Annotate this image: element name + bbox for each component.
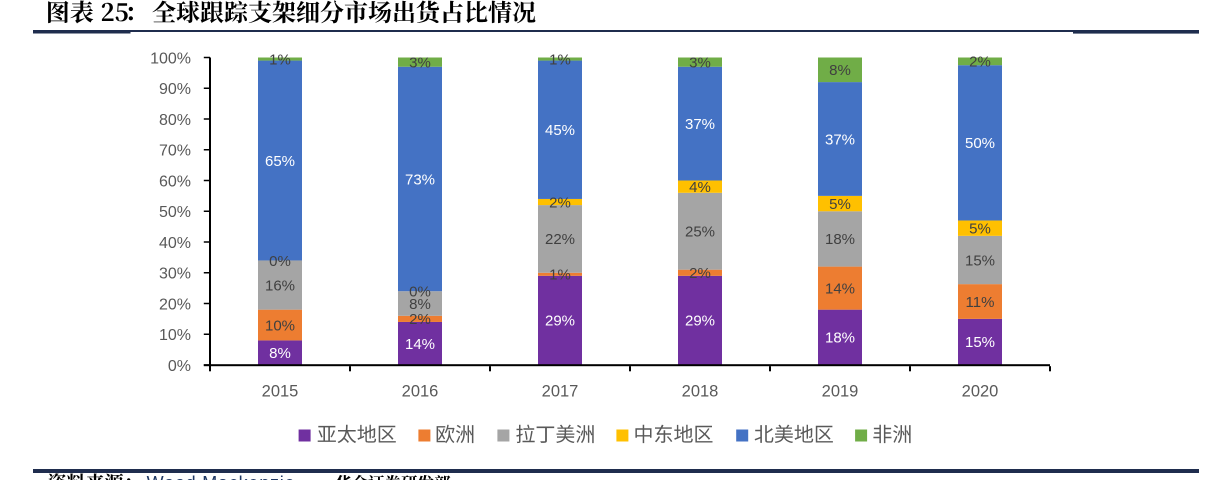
svg-text:2019: 2019 bbox=[822, 383, 859, 401]
svg-text:29%: 29% bbox=[545, 313, 575, 330]
svg-text:1%: 1% bbox=[549, 51, 571, 68]
svg-text:20%: 20% bbox=[159, 296, 191, 313]
svg-text:2018: 2018 bbox=[682, 383, 719, 401]
svg-text:22%: 22% bbox=[545, 231, 575, 248]
svg-text:1%: 1% bbox=[549, 267, 571, 284]
svg-text:45%: 45% bbox=[545, 122, 575, 139]
svg-text:14%: 14% bbox=[825, 280, 855, 297]
svg-text:37%: 37% bbox=[825, 131, 855, 148]
svg-text:2015: 2015 bbox=[262, 383, 299, 401]
svg-text:10%: 10% bbox=[265, 317, 295, 334]
svg-text:2017: 2017 bbox=[542, 383, 579, 401]
svg-text:3%: 3% bbox=[689, 54, 711, 71]
svg-text:30%: 30% bbox=[159, 266, 191, 283]
svg-text:5%: 5% bbox=[969, 221, 991, 238]
svg-text:5%: 5% bbox=[829, 196, 851, 213]
svg-text:2%: 2% bbox=[409, 311, 431, 328]
svg-text:10%: 10% bbox=[159, 327, 191, 344]
svg-text:65%: 65% bbox=[265, 153, 295, 170]
svg-text:2020: 2020 bbox=[962, 383, 999, 401]
svg-text:37%: 37% bbox=[685, 116, 715, 133]
svg-text:70%: 70% bbox=[159, 143, 191, 160]
svg-text:0%: 0% bbox=[168, 358, 191, 375]
svg-text:90%: 90% bbox=[159, 81, 191, 98]
svg-text:14%: 14% bbox=[405, 336, 435, 353]
svg-text:40%: 40% bbox=[159, 235, 191, 252]
svg-text:50%: 50% bbox=[965, 135, 995, 152]
svg-text:3%: 3% bbox=[409, 54, 431, 71]
svg-text:0%: 0% bbox=[409, 284, 431, 301]
svg-text:11%: 11% bbox=[966, 294, 995, 311]
svg-text:80%: 80% bbox=[159, 112, 191, 129]
svg-text:100%: 100% bbox=[150, 50, 191, 67]
svg-text:8%: 8% bbox=[409, 296, 431, 313]
svg-text:2%: 2% bbox=[689, 265, 711, 282]
svg-text:8%: 8% bbox=[269, 345, 291, 362]
svg-text:4%: 4% bbox=[689, 179, 711, 196]
svg-text:2016: 2016 bbox=[402, 383, 439, 401]
svg-text:15%: 15% bbox=[965, 334, 995, 351]
svg-text:18%: 18% bbox=[825, 330, 855, 347]
svg-text:2%: 2% bbox=[969, 54, 991, 71]
svg-text:29%: 29% bbox=[685, 313, 715, 330]
svg-text:2%: 2% bbox=[549, 194, 571, 211]
svg-text:16%: 16% bbox=[265, 277, 295, 294]
svg-text:60%: 60% bbox=[159, 173, 191, 190]
svg-text:18%: 18% bbox=[825, 231, 855, 248]
svg-text:15%: 15% bbox=[965, 252, 995, 269]
svg-text:Wood Mackenzie: Wood Mackenzie bbox=[147, 473, 295, 480]
svg-text:0%: 0% bbox=[269, 253, 291, 270]
svg-text:73%: 73% bbox=[405, 171, 435, 188]
svg-text:1%: 1% bbox=[269, 51, 291, 68]
svg-text:8%: 8% bbox=[829, 62, 851, 79]
svg-text:50%: 50% bbox=[159, 204, 191, 221]
svg-text:25%: 25% bbox=[685, 224, 715, 241]
